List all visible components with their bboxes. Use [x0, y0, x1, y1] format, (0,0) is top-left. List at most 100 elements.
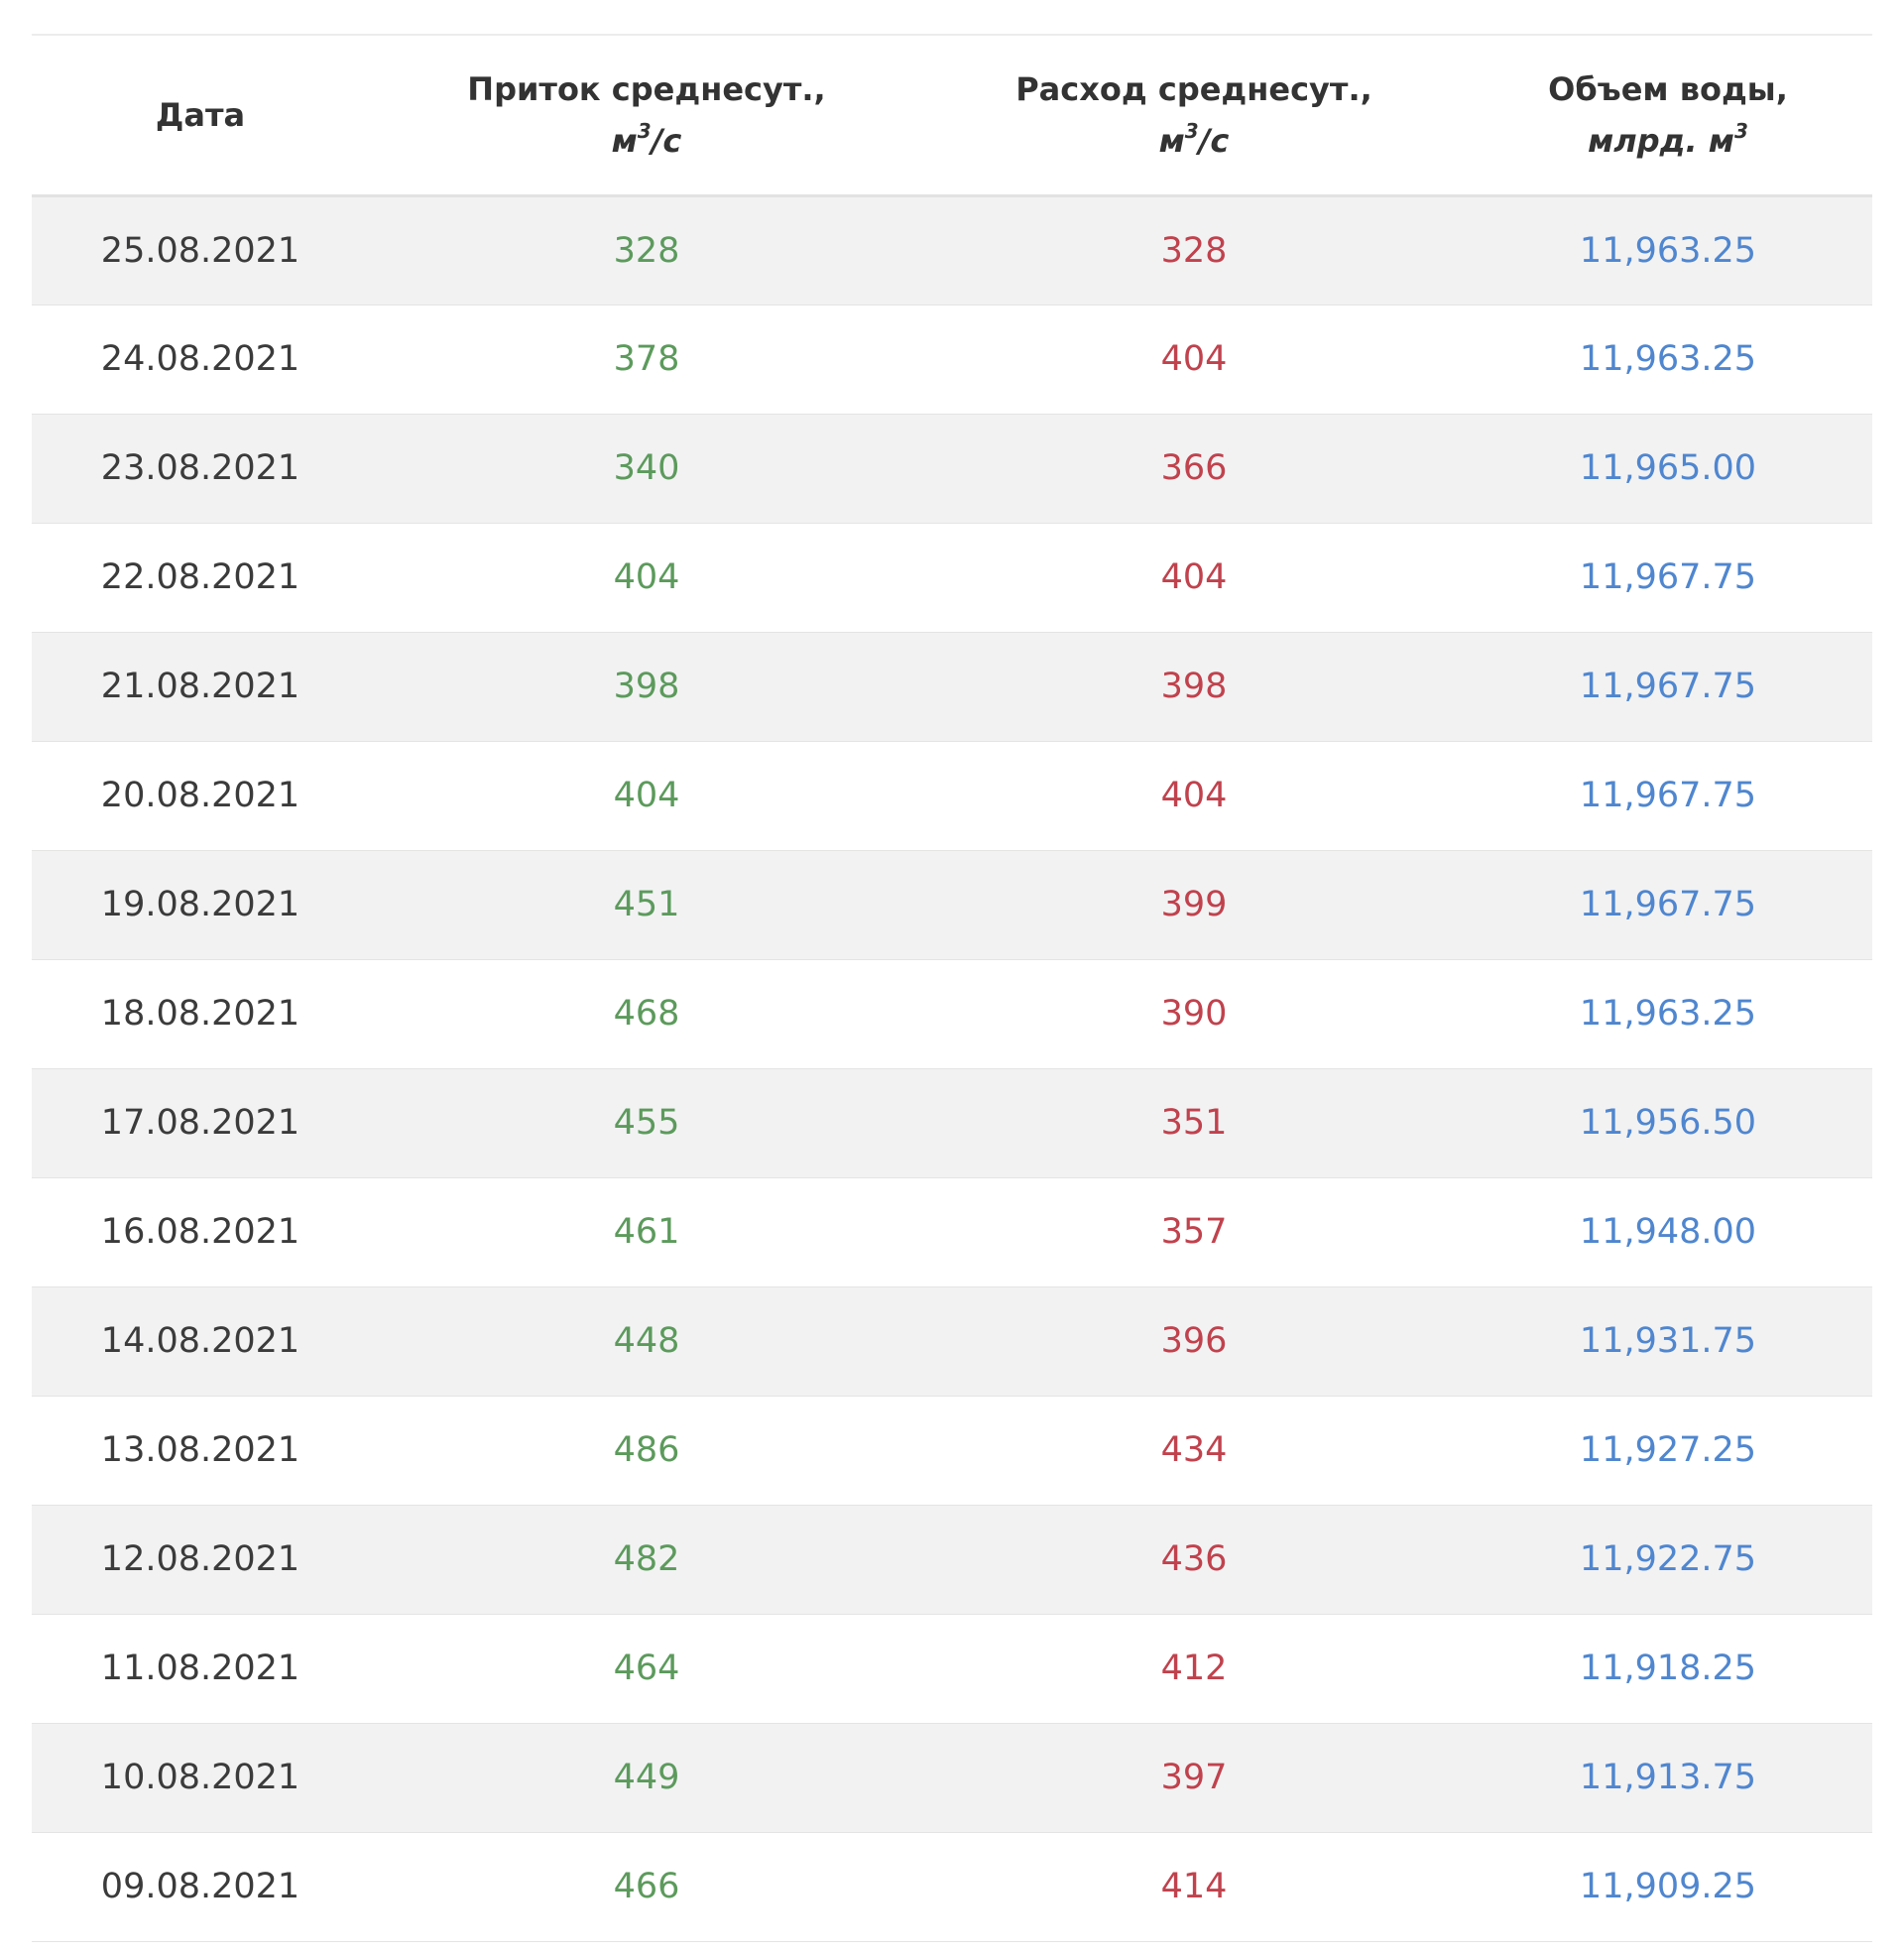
- table-header: Дата Приток среднесут., м3/с Расход сред…: [32, 35, 1872, 195]
- inflow-unit-sup: 3: [637, 119, 652, 144]
- table-row: 17.08.2021 455 351 11,956.50: [32, 1068, 1872, 1177]
- cell-outflow: 399: [1160, 885, 1228, 924]
- cell-volume: 11,918.25: [1579, 1649, 1757, 1688]
- cell-inflow: 404: [613, 557, 680, 597]
- cell-volume: 11,967.75: [1579, 667, 1757, 706]
- table-row: 22.08.2021 404 404 11,967.75: [32, 523, 1872, 632]
- outflow-unit-sup: 3: [1184, 119, 1199, 144]
- cell-volume: 11,965.00: [1579, 448, 1757, 488]
- cell-volume: 11,967.75: [1579, 776, 1757, 815]
- cell-date: 11.08.2021: [100, 1649, 300, 1688]
- cell-inflow: 378: [613, 339, 680, 379]
- cell-date: 19.08.2021: [100, 885, 300, 924]
- header-inflow-title: Приток среднесут.,: [467, 69, 826, 108]
- volume-unit-sup: 3: [1733, 119, 1748, 144]
- cell-outflow: 412: [1160, 1649, 1228, 1688]
- cell-date: 10.08.2021: [100, 1758, 300, 1797]
- cell-inflow: 451: [613, 885, 680, 924]
- cell-inflow: 448: [613, 1321, 680, 1361]
- cell-date: 21.08.2021: [100, 667, 300, 706]
- table-row: 19.08.2021 451 399 11,967.75: [32, 850, 1872, 959]
- water-data-table: Дата Приток среднесут., м3/с Расход сред…: [32, 34, 1872, 1942]
- header-volume-unit: млрд. м3: [1464, 115, 1872, 167]
- cell-outflow: 434: [1160, 1430, 1228, 1470]
- header-volume: Объем воды, млрд. м3: [1464, 35, 1872, 195]
- header-date: Дата: [32, 35, 369, 195]
- header-inflow: Приток среднесут., м3/с: [369, 35, 924, 195]
- table-row: 18.08.2021 468 390 11,963.25: [32, 959, 1872, 1068]
- cell-inflow: 404: [613, 776, 680, 815]
- inflow-unit-main: м: [611, 121, 638, 160]
- outflow-unit-main: м: [1158, 121, 1185, 160]
- header-date-label: Дата: [155, 95, 246, 134]
- cell-volume: 11,963.25: [1579, 230, 1757, 271]
- cell-date: 17.08.2021: [100, 1103, 300, 1143]
- table-row: 20.08.2021 404 404 11,967.75: [32, 741, 1872, 850]
- cell-date: 20.08.2021: [100, 776, 300, 815]
- cell-outflow: 390: [1160, 994, 1228, 1034]
- water-data-table-container: Дата Приток среднесут., м3/с Расход сред…: [32, 34, 1872, 1942]
- table-row: 10.08.2021 449 397 11,913.75: [32, 1723, 1872, 1832]
- cell-volume: 11,931.75: [1579, 1321, 1757, 1361]
- header-outflow: Расход среднесут., м3/с: [924, 35, 1464, 195]
- volume-unit-main: млрд. м: [1588, 121, 1734, 160]
- cell-outflow: 404: [1160, 776, 1228, 815]
- cell-volume: 11,909.25: [1579, 1867, 1757, 1906]
- table-row: 12.08.2021 482 436 11,922.75: [32, 1505, 1872, 1614]
- cell-volume: 11,948.00: [1579, 1212, 1757, 1252]
- cell-inflow: 461: [613, 1212, 680, 1252]
- cell-outflow: 414: [1160, 1867, 1228, 1906]
- cell-outflow: 397: [1160, 1758, 1228, 1797]
- cell-date: 22.08.2021: [100, 557, 300, 597]
- cell-volume: 11,927.25: [1579, 1430, 1757, 1470]
- cell-inflow: 328: [613, 230, 680, 271]
- cell-outflow: 398: [1160, 667, 1228, 706]
- cell-inflow: 468: [613, 994, 680, 1034]
- header-outflow-title: Расход среднесут.,: [1015, 69, 1372, 108]
- cell-inflow: 464: [613, 1649, 680, 1688]
- cell-volume: 11,967.75: [1579, 557, 1757, 597]
- cell-volume: 11,922.75: [1579, 1539, 1757, 1579]
- cell-outflow: 366: [1160, 448, 1228, 488]
- cell-outflow: 396: [1160, 1321, 1228, 1361]
- header-volume-title: Объем воды,: [1548, 69, 1788, 108]
- table-row: 09.08.2021 466 414 11,909.25: [32, 1832, 1872, 1941]
- cell-date: 24.08.2021: [100, 339, 300, 379]
- cell-inflow: 455: [613, 1103, 680, 1143]
- table-row: 11.08.2021 464 412 11,918.25: [32, 1614, 1872, 1723]
- cell-volume: 11,956.50: [1579, 1103, 1757, 1143]
- cell-outflow: 357: [1160, 1212, 1228, 1252]
- cell-date: 23.08.2021: [100, 448, 300, 488]
- cell-volume: 11,963.25: [1579, 994, 1757, 1034]
- cell-date: 18.08.2021: [100, 994, 300, 1034]
- cell-inflow: 398: [613, 667, 680, 706]
- cell-date: 13.08.2021: [100, 1430, 300, 1470]
- outflow-unit-tail: /с: [1198, 121, 1230, 160]
- cell-date: 14.08.2021: [100, 1321, 300, 1361]
- table-row: 23.08.2021 340 366 11,965.00: [32, 414, 1872, 523]
- table-row: 21.08.2021 398 398 11,967.75: [32, 632, 1872, 741]
- cell-outflow: 404: [1160, 339, 1228, 379]
- cell-inflow: 482: [613, 1539, 680, 1579]
- header-row: Дата Приток среднесут., м3/с Расход сред…: [32, 35, 1872, 195]
- table-row: 16.08.2021 461 357 11,948.00: [32, 1177, 1872, 1286]
- table-row: 24.08.2021 378 404 11,963.25: [32, 305, 1872, 414]
- cell-outflow: 328: [1160, 230, 1228, 271]
- cell-volume: 11,963.25: [1579, 339, 1757, 379]
- header-inflow-unit: м3/с: [369, 115, 924, 167]
- cell-date: 25.08.2021: [100, 230, 300, 271]
- cell-date: 09.08.2021: [100, 1867, 300, 1906]
- cell-inflow: 340: [613, 448, 680, 488]
- cell-volume: 11,967.75: [1579, 885, 1757, 924]
- cell-outflow: 436: [1160, 1539, 1228, 1579]
- cell-outflow: 351: [1160, 1103, 1228, 1143]
- cell-date: 16.08.2021: [100, 1212, 300, 1252]
- cell-inflow: 449: [613, 1758, 680, 1797]
- table-row: 25.08.2021 328 328 11,963.25: [32, 195, 1872, 305]
- table-row: 13.08.2021 486 434 11,927.25: [32, 1396, 1872, 1505]
- cell-date: 12.08.2021: [100, 1539, 300, 1579]
- table-row: 14.08.2021 448 396 11,931.75: [32, 1286, 1872, 1396]
- cell-inflow: 466: [613, 1867, 680, 1906]
- inflow-unit-tail: /с: [651, 121, 682, 160]
- cell-inflow: 486: [613, 1430, 680, 1470]
